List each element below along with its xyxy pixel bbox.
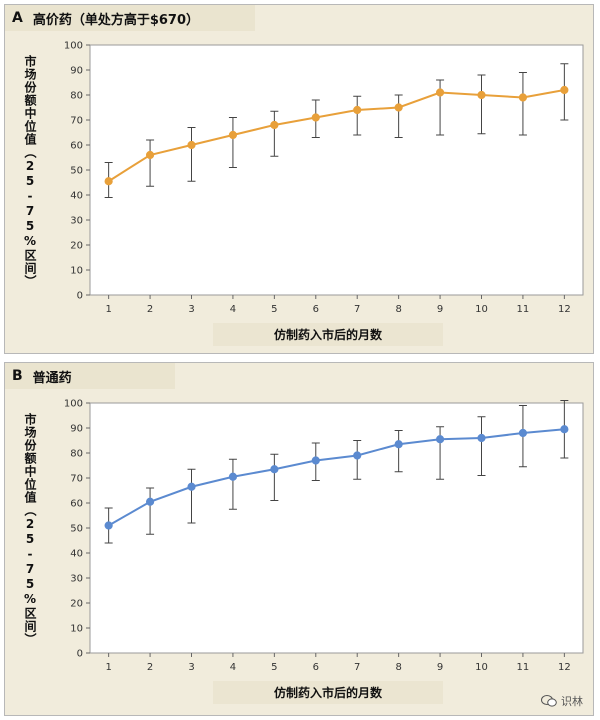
x-tick-label: 2 [147,662,153,673]
data-point [560,85,569,95]
x-tick-label: 9 [437,304,443,315]
data-point [477,433,486,443]
x-tick-label: 11 [517,662,530,673]
data-point [187,482,196,491]
x-tick-label: 4 [230,662,236,673]
series-line [108,428,565,527]
panel-letter: B [12,368,23,384]
data-point [270,465,279,474]
series-line [108,89,565,183]
x-tick-label: 8 [395,304,401,315]
x-tick-label: 7 [354,304,360,315]
x-tick-label: 10 [475,304,488,315]
data-point [228,130,238,140]
x-tick-label: 1 [105,662,111,673]
data-point [270,120,279,130]
data-point [435,435,445,444]
data-point [145,497,155,506]
chart-panel-b: B 普通药 市场份额中位值（25-75%区间） 0 10 20 30 40 50 60 70 8… [4,362,594,716]
y-tick-label: 50 [70,166,83,177]
data-point [104,521,113,530]
panel-letter: A [12,10,23,26]
y-tick-label: 10 [70,266,83,277]
y-tick-label: 30 [70,574,83,585]
data-point [353,105,362,115]
y-tick-label: 90 [70,424,83,435]
y-tick-label: 80 [70,449,83,460]
x-tick-label: 7 [354,662,360,673]
plot-area [89,44,584,296]
data-point [353,451,362,460]
x-tick-label: 10 [475,662,488,673]
chart-panel-a: A 高价药（单处方高于$670） 市场份额中位值（25-75%区间） 0 10 20… [4,4,594,354]
x-tick-label: 12 [558,304,571,315]
chart-title: 高价药（单处方高于$670） [32,12,200,28]
y-tick-label: 70 [70,116,83,127]
y-tick-label: 20 [70,599,83,610]
x-tick-label: 5 [271,662,277,673]
y-tick-label: 40 [70,549,83,560]
data-point [311,113,320,122]
x-tick-label: 12 [558,662,571,673]
y-tick-label: 100 [64,399,83,410]
y-tick-label: 80 [70,91,83,102]
wechat-icon [541,695,557,707]
plot-area [89,402,584,654]
y-tick-label: 0 [77,649,83,660]
y-tick-label: 20 [70,241,83,252]
data-point [394,440,403,449]
x-tick-label: 4 [230,304,236,315]
y-axis-label: 市场份额中位值（25-75%区间） [23,413,37,646]
y-tick-label: 40 [70,191,83,202]
x-tick-label: 8 [395,662,401,673]
y-tick-label: 10 [70,624,83,635]
x-tick-label: 9 [437,662,443,673]
x-tick-label: 6 [313,662,319,673]
title-background [5,363,175,389]
x-tick-label: 5 [271,304,277,315]
panel-header: B 普通药 [5,363,593,389]
y-tick-label: 50 [70,524,83,535]
data-point [518,93,528,102]
data-point [560,425,569,434]
watermark: 识林 [541,693,583,709]
title-background [5,5,255,31]
y-tick-label: 60 [70,141,83,152]
data-point [435,88,445,97]
data-point [394,103,403,112]
x-axis-label: 仿制药入市后的月数 [213,681,443,704]
y-tick-label: 0 [77,291,83,302]
x-axis-label: 仿制药入市后的月数 [213,323,443,346]
x-tick-label: 1 [105,304,111,315]
data-point [477,90,486,100]
x-tick-label: 2 [147,304,153,315]
y-tick-label: 70 [70,474,83,485]
data-point [145,150,155,160]
x-tick-label: 6 [313,304,319,315]
y-tick-label: 60 [70,499,83,510]
x-tick-label: 3 [188,662,194,673]
y-tick-label: 30 [70,216,83,227]
y-tick-label: 100 [64,41,83,52]
y-tick-label: 90 [70,66,83,77]
watermark-text: 识林 [561,695,583,708]
data-point [518,428,528,438]
x-tick-label: 11 [517,304,530,315]
data-point [104,177,113,186]
data-point [311,456,320,465]
chart-title: 普通药 [32,370,72,386]
panel-header: A 高价药（单处方高于$670） [5,5,593,31]
data-point [228,472,238,481]
y-axis-label: 市场份额中位值（25-75%区间） [23,55,37,288]
data-point [187,140,196,150]
x-tick-label: 3 [188,304,194,315]
